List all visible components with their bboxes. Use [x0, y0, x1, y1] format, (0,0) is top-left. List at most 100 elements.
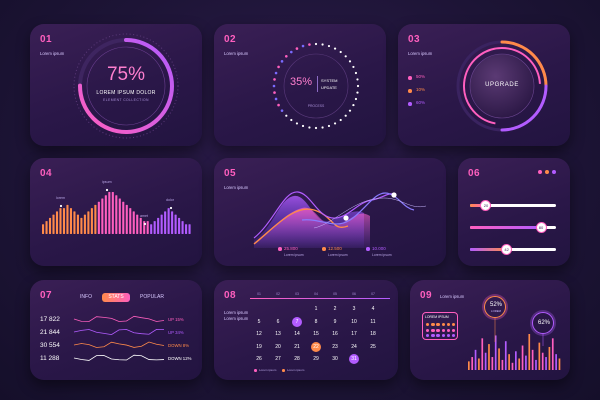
calendar-day[interactable]: 17: [351, 331, 357, 337]
ring-dot: [280, 109, 284, 112]
ring-dot: [356, 78, 359, 81]
bar: [42, 224, 45, 234]
stat-label: Lorem ipsum: [328, 253, 348, 257]
matrix-dot: [446, 323, 451, 327]
update-side-bottom: UPDATE: [321, 85, 337, 90]
matrix-dot: [446, 334, 451, 338]
calendar-day[interactable]: 9: [333, 318, 337, 325]
panel-label: Lorem ipsum: [224, 185, 249, 190]
bar: [52, 214, 55, 234]
calendar-day[interactable]: 16: [332, 331, 338, 337]
tab-info[interactable]: INFO: [80, 294, 92, 300]
bar: [171, 211, 174, 234]
stat-dot: [322, 247, 326, 251]
ring-dot: [272, 84, 276, 88]
ring-dot: [301, 44, 305, 48]
ring-dot: [333, 47, 337, 50]
ring-dot: [314, 42, 318, 46]
panel-02: 02 Lorem ipsum 35% SYSTEM UPDATE PROCESS: [214, 24, 386, 146]
calendar-day[interactable]: 12: [256, 331, 262, 337]
info-box: LOREM IPSUM: [422, 312, 458, 340]
stat-row-change: UP 15%: [168, 317, 184, 322]
calendar-day[interactable]: 24: [351, 343, 357, 350]
week-bar: [250, 298, 390, 299]
calendar-day[interactable]: 23: [332, 343, 338, 350]
slider-knob[interactable]: 42: [501, 244, 513, 255]
bar: [188, 224, 191, 234]
ring-dot: [354, 97, 358, 101]
calendar-day[interactable]: 28: [294, 356, 300, 362]
bar: [181, 221, 184, 234]
calendar-day[interactable]: 29: [313, 356, 319, 362]
ring-dot: [321, 126, 324, 129]
calendar-day[interactable]: 3: [352, 306, 356, 312]
calendar-day[interactable]: 8: [314, 318, 318, 325]
calendar-day[interactable]: 31: [349, 354, 359, 364]
histogram-bar: [484, 352, 487, 370]
calendar-day[interactable]: 30: [332, 356, 338, 362]
calendar-day[interactable]: 20: [275, 343, 281, 350]
bar: [185, 224, 188, 234]
dots-menu[interactable]: [538, 170, 560, 174]
calendar-day[interactable]: 26: [256, 356, 262, 362]
weekday-label: 05: [333, 292, 337, 296]
calendar-day[interactable]: 2: [333, 306, 337, 312]
calendar-day[interactable]: 7: [292, 316, 302, 327]
calendar-day[interactable]: 1: [314, 306, 318, 312]
bar: [69, 208, 72, 234]
histogram-bar: [541, 352, 544, 370]
panel-number: 08: [224, 290, 237, 301]
histogram-bar: [488, 344, 490, 370]
calendar-day[interactable]: 19: [256, 343, 262, 350]
tab-popular[interactable]: POPULAR: [140, 294, 164, 300]
ring-dot: [339, 118, 342, 122]
stat-dot: [278, 247, 282, 251]
panel-number: 05: [224, 168, 237, 179]
calendar-day[interactable]: 21: [294, 343, 300, 350]
upgrade-button[interactable]: UPGRADE: [485, 82, 519, 88]
bar: [139, 217, 142, 234]
bar: [111, 192, 114, 234]
histogram-bar: [535, 359, 537, 370]
legend-text: Lorem ipsum: [259, 368, 277, 372]
bar: [122, 201, 125, 234]
calendar-day[interactable]: 11: [370, 318, 376, 325]
ring-dot: [295, 122, 299, 125]
separator: [317, 76, 318, 92]
tab-stats[interactable]: STATS: [102, 293, 130, 302]
annotation-dot: [143, 222, 147, 226]
calendar-day[interactable]: 4: [371, 306, 375, 312]
legend-dot: [254, 369, 257, 372]
slider-track[interactable]: 20: [470, 200, 556, 211]
calendar-day[interactable]: 22: [311, 341, 321, 352]
slider-knob[interactable]: 20: [480, 200, 492, 211]
panel-05: 05 Lorem ipsum 25.800 Lorem ipsum 12.500 Lo…: [214, 158, 446, 266]
slider-knob[interactable]: 80: [535, 222, 547, 233]
bar: [104, 195, 107, 234]
calendar-day[interactable]: 10: [351, 318, 357, 325]
calendar-day[interactable]: 14: [294, 331, 300, 337]
bar: [129, 208, 132, 234]
ring-dot: [273, 78, 276, 81]
calendar-day[interactable]: 25: [370, 343, 376, 350]
slider-track[interactable]: 42: [470, 244, 556, 255]
histogram-bar: [551, 338, 554, 370]
bar: [146, 221, 149, 234]
calendar-day[interactable]: 5: [257, 318, 261, 325]
slider-track[interactable]: 80: [470, 222, 556, 233]
bar: [76, 214, 79, 234]
matrix-dot: [452, 334, 456, 338]
ring-dot: [352, 65, 355, 69]
calendar-day[interactable]: 27: [275, 356, 281, 362]
histogram-bar: [518, 358, 521, 370]
matrix-dot: [441, 323, 445, 327]
annotation-dot: [59, 204, 63, 208]
panel-number: 02: [224, 34, 237, 45]
gauge-ring: [73, 33, 179, 139]
legend-item: 10%: [408, 87, 438, 95]
slider-fill: [470, 204, 486, 207]
calendar-day[interactable]: 15: [313, 331, 319, 337]
calendar-day[interactable]: 6: [276, 318, 280, 325]
calendar-day[interactable]: 18: [370, 331, 376, 337]
calendar-day[interactable]: 13: [275, 331, 281, 337]
